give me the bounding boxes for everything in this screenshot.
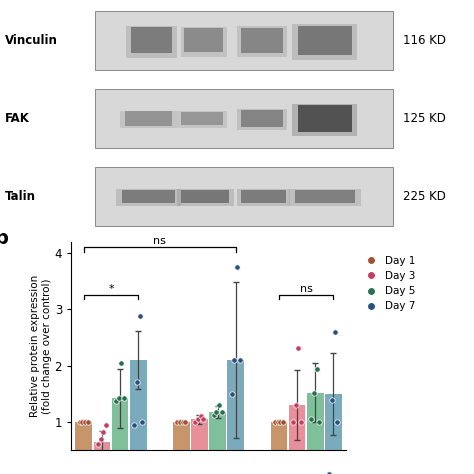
Bar (120, 110, 177, 128)
Text: b: b (0, 229, 8, 248)
Bar (112, 399, 128, 474)
Bar (95, 167, 393, 227)
Point (120, 395, 128, 402)
Bar (292, 104, 357, 137)
Bar (177, 189, 234, 206)
Text: ns: ns (300, 283, 312, 293)
Bar (237, 27, 287, 57)
Point (200, 416, 207, 423)
Point (331, 328, 338, 336)
Point (310, 389, 318, 397)
Bar (131, 27, 173, 54)
Point (210, 411, 218, 419)
Point (276, 419, 284, 426)
Point (274, 419, 282, 426)
Point (118, 359, 125, 367)
Bar (125, 111, 173, 126)
Point (231, 356, 238, 364)
Point (334, 419, 341, 426)
Text: FAK: FAK (5, 112, 29, 125)
Bar (130, 360, 146, 474)
Point (176, 419, 184, 426)
Point (191, 419, 199, 426)
Point (97, 435, 104, 443)
Bar (228, 360, 244, 474)
Text: Vinculin: Vinculin (5, 34, 58, 47)
Bar (307, 393, 324, 474)
Bar (127, 26, 177, 58)
Point (76, 419, 83, 426)
Point (100, 428, 107, 436)
Bar (298, 106, 352, 131)
Point (130, 421, 138, 428)
Bar (241, 190, 286, 203)
Bar (182, 190, 229, 203)
Bar (173, 422, 190, 474)
Point (218, 408, 226, 416)
Point (82, 419, 89, 426)
Point (136, 312, 143, 320)
Point (313, 365, 320, 373)
Bar (95, 89, 393, 148)
Bar (122, 190, 175, 203)
Text: *: * (108, 283, 114, 293)
Point (115, 395, 123, 402)
Point (271, 419, 279, 426)
Bar (177, 111, 228, 128)
Text: 116 KD: 116 KD (403, 34, 446, 47)
Bar (325, 394, 342, 474)
Point (84, 419, 91, 426)
Bar (289, 189, 361, 206)
Bar (210, 412, 226, 474)
Y-axis label: Relative protein expression
(fold change over control): Relative protein expression (fold change… (30, 275, 52, 417)
Point (326, 470, 333, 474)
Point (294, 344, 302, 352)
Bar (241, 28, 283, 53)
Point (133, 378, 141, 385)
Bar (75, 422, 92, 474)
Bar (295, 190, 355, 203)
Point (315, 419, 323, 426)
Point (236, 356, 244, 364)
Text: 125 KD: 125 KD (403, 112, 446, 125)
Bar (182, 112, 223, 125)
Text: Talin: Talin (5, 190, 36, 203)
Point (79, 419, 86, 426)
Point (102, 421, 110, 428)
Point (292, 401, 300, 409)
Bar (241, 110, 283, 127)
Point (233, 264, 241, 271)
Bar (191, 419, 208, 474)
Bar (298, 26, 352, 55)
Bar (237, 189, 291, 206)
Bar (289, 405, 305, 474)
Point (307, 416, 315, 423)
Point (212, 408, 220, 416)
Point (289, 419, 297, 426)
Bar (271, 422, 287, 474)
Point (138, 419, 146, 426)
Bar (292, 24, 357, 60)
Bar (116, 189, 181, 206)
Text: 225 KD: 225 KD (403, 190, 446, 203)
Point (112, 397, 120, 404)
Point (215, 401, 223, 409)
Point (328, 396, 336, 403)
Bar (184, 28, 223, 52)
Bar (95, 11, 393, 70)
Legend: Day 1, Day 3, Day 5, Day 7: Day 1, Day 3, Day 5, Day 7 (356, 252, 419, 316)
Bar (181, 27, 227, 56)
Text: ns: ns (154, 236, 166, 246)
Point (279, 419, 287, 426)
Point (179, 419, 186, 426)
Point (197, 413, 205, 420)
Bar (237, 109, 287, 130)
Point (194, 416, 202, 423)
Point (94, 440, 102, 447)
Point (228, 390, 236, 398)
Point (297, 419, 305, 426)
Point (173, 419, 181, 426)
Bar (93, 442, 110, 474)
Point (182, 419, 189, 426)
